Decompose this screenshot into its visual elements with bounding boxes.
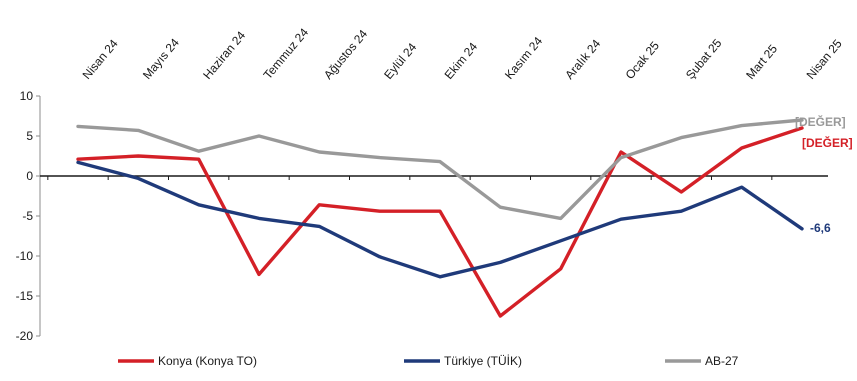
x-tick-label: Mart 25	[743, 42, 780, 82]
x-tick-label: Ekim 24	[442, 39, 481, 81]
series-line-1	[76, 160, 804, 279]
legend-label-1: Türkiye (TÜİK)	[444, 354, 522, 368]
y-tick-label: 10	[20, 89, 34, 103]
x-tick-label: Nisan 24	[80, 36, 121, 82]
x-tick-label: Ağustos 24	[321, 27, 371, 82]
x-tick-label: Şubat 25	[683, 36, 725, 82]
legend-label-0: Konya (Konya TO)	[158, 354, 257, 368]
end-label-0: [DEĞER]	[802, 135, 853, 150]
y-tick-label: -10	[16, 249, 34, 263]
end-label-2: [DEĞER]	[795, 114, 846, 129]
x-tick-label: Aralık 24	[562, 36, 603, 82]
y-tick-label: 0	[26, 169, 33, 183]
y-tick-label: 5	[26, 129, 33, 143]
legend: Konya (Konya TO) Türkiye (TÜİK) AB-27	[118, 354, 739, 368]
x-axis-ticks: Nisan 24 Mayıs 24 Haziran 24 Temmuz 24 Ağust…	[80, 25, 845, 82]
x-tick-label: Temmuz 24	[261, 25, 312, 82]
series-lines	[76, 118, 804, 318]
x-tick-label: Nisan 25	[804, 36, 845, 82]
y-tick-label: -20	[16, 329, 34, 343]
x-tick-label: Ocak 25	[623, 38, 663, 81]
x-tick-label: Haziran 24	[200, 28, 248, 82]
legend-label-2: AB-27	[705, 354, 739, 368]
series-line-0	[76, 126, 804, 318]
end-label-1: -6,6	[810, 221, 831, 235]
series-line-2	[76, 118, 804, 221]
y-tick-label: -5	[22, 209, 33, 223]
y-tick-label: -15	[16, 289, 34, 303]
x-tick-label: Kasım 24	[502, 34, 546, 82]
end-labels: [DEĞER] -6,6 [DEĞER]	[795, 114, 853, 235]
y-axis-ticks: 10 5 0 -5 -10 -15 -20	[16, 89, 40, 343]
x-tick-label: Eylül 24	[381, 40, 419, 82]
x-tick-label: Mayıs 24	[140, 35, 182, 82]
